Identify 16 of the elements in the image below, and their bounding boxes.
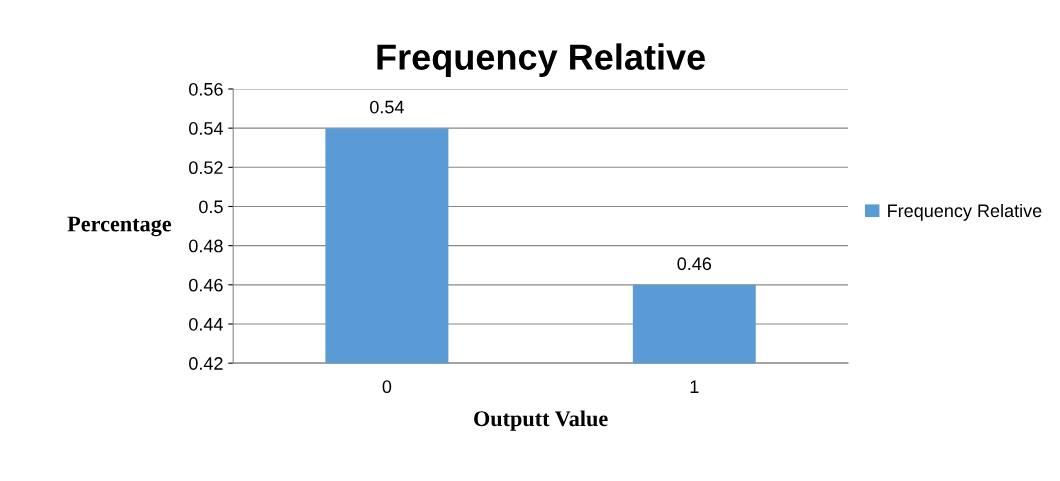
legend-label: Frequency Relative (888, 203, 1042, 221)
chart-title: Frequency Relative (377, 43, 705, 78)
y-tick-label: 0.46 (189, 278, 223, 292)
y-tick-label: 0.42 (189, 357, 223, 370)
y-tick-label: 0.52 (189, 161, 223, 175)
x-axis-title: Outputt Value (474, 410, 608, 431)
y-tick-label: 0.54 (189, 122, 223, 135)
y-axis-title: Percentage (67, 216, 172, 237)
y-tick-label: 0.56 (189, 82, 223, 96)
x-tick-label: 0 (382, 380, 392, 394)
y-tick-label: 0.5 (199, 200, 223, 214)
y-tick-label: 0.48 (189, 239, 223, 253)
y-tick-label: 0.44 (189, 317, 223, 331)
data-label: 0.46 (677, 257, 712, 271)
x-tick-label: 1 (690, 380, 699, 393)
data-label: 0.54 (370, 100, 404, 114)
